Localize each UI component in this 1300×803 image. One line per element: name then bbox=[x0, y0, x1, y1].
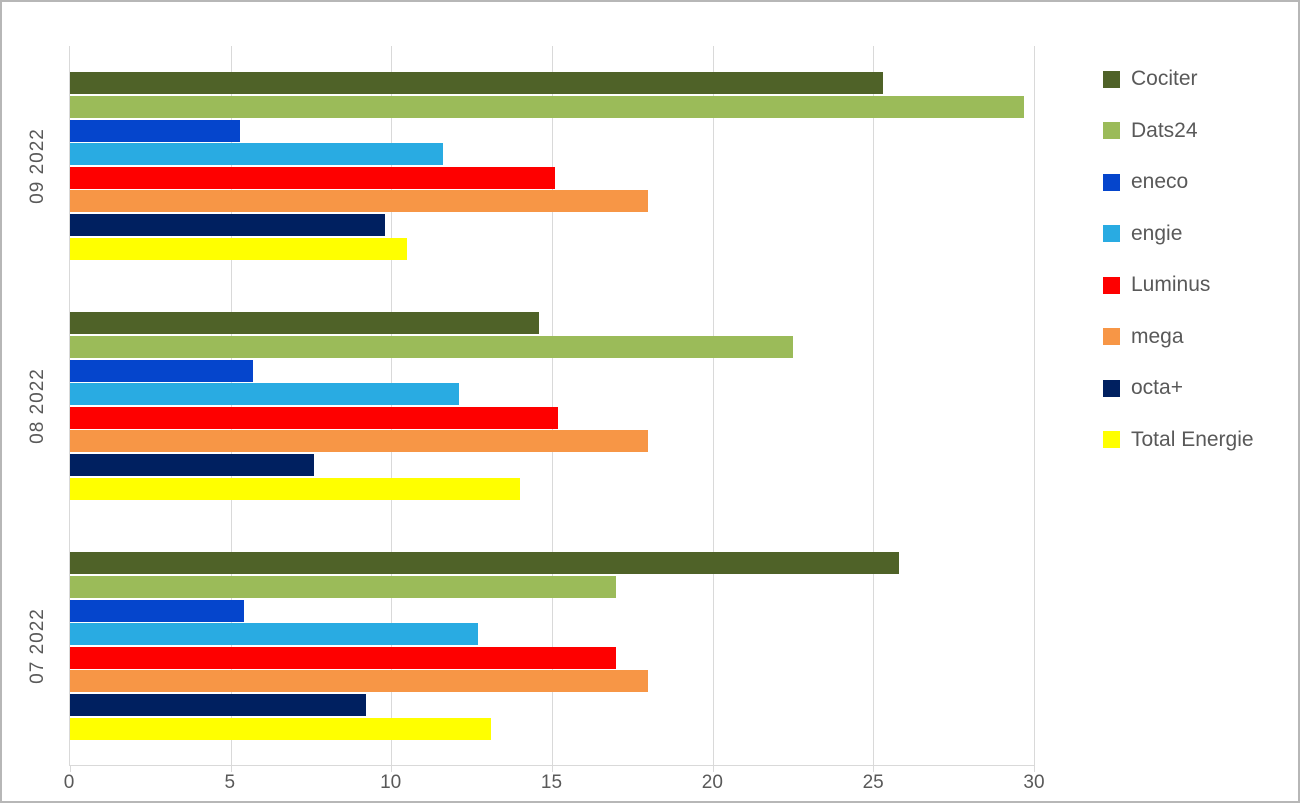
gridline-x-25 bbox=[873, 46, 875, 765]
bar-total-energie bbox=[70, 717, 491, 740]
bar-eneco bbox=[70, 119, 241, 142]
category-label-09-2022: 09 2022 bbox=[27, 128, 48, 204]
legend-label: Cociter bbox=[1131, 67, 1198, 90]
bar-mega bbox=[70, 190, 649, 213]
bar-cociter bbox=[70, 72, 883, 95]
bar-eneco bbox=[70, 359, 254, 382]
legend-label: engie bbox=[1131, 221, 1183, 245]
bar-dats24 bbox=[70, 96, 1025, 119]
legend-item-eneco: eneco bbox=[1103, 170, 1254, 193]
gridline-x-20 bbox=[712, 46, 714, 765]
gridline-x-30 bbox=[1034, 46, 1035, 765]
bar-dats24 bbox=[70, 336, 793, 359]
bar-mega bbox=[70, 430, 649, 453]
legend-item-engie: engie bbox=[1103, 221, 1254, 245]
legend-swatch-icon bbox=[1103, 328, 1120, 345]
bar-luminus bbox=[70, 646, 617, 669]
category-label-07-2022: 07 2022 bbox=[27, 608, 48, 684]
x-tick-mark-15 bbox=[552, 765, 553, 772]
legend-swatch-icon bbox=[1103, 379, 1120, 397]
x-tick-label-5: 5 bbox=[224, 772, 236, 793]
bar-engie bbox=[70, 623, 479, 646]
legend-label: octa+ bbox=[1131, 376, 1183, 399]
legend-swatch-icon bbox=[1103, 431, 1120, 448]
x-tick-mark-5 bbox=[230, 765, 232, 772]
bar-dats24 bbox=[70, 576, 617, 599]
legend-item-mega: mega bbox=[1103, 324, 1254, 348]
x-tick-label-20: 20 bbox=[701, 772, 723, 793]
legend-label: Luminus bbox=[1131, 273, 1211, 296]
bar-mega bbox=[70, 670, 649, 693]
bar-eneco bbox=[70, 599, 244, 622]
legend-item-luminus: Luminus bbox=[1103, 273, 1254, 296]
legend: Cociter Dats24 eneco engie Luminus mega octa+ T… bbox=[1103, 67, 1254, 480]
category-label-08-2022: 08 2022 bbox=[27, 368, 48, 444]
legend-item-cociter: Cociter bbox=[1103, 67, 1254, 90]
gridline-x-5 bbox=[230, 46, 232, 765]
gridline-x-15 bbox=[552, 46, 553, 765]
bar-engie bbox=[70, 383, 459, 406]
bar-group-08-2022 bbox=[70, 286, 1034, 526]
bar-octa- bbox=[70, 693, 366, 716]
bar-luminus bbox=[70, 406, 559, 429]
bar-engie bbox=[70, 143, 443, 166]
legend-swatch-icon bbox=[1103, 276, 1120, 294]
legend-swatch-icon bbox=[1103, 173, 1120, 191]
legend-label: Dats24 bbox=[1131, 118, 1198, 142]
bar-luminus bbox=[70, 166, 556, 189]
legend-label: mega bbox=[1131, 324, 1184, 348]
bar-octa- bbox=[70, 213, 385, 236]
x-tick-label-15: 15 bbox=[540, 772, 563, 793]
legend-swatch-icon bbox=[1103, 122, 1120, 139]
x-tick-mark-20 bbox=[712, 765, 714, 772]
legend-label: Total Energie bbox=[1131, 427, 1254, 451]
bar-cociter bbox=[70, 552, 900, 575]
x-tick-mark-30 bbox=[1034, 765, 1035, 772]
bar-group-07-2022 bbox=[70, 526, 1034, 766]
gridline-x-10 bbox=[391, 46, 393, 765]
bar-octa- bbox=[70, 453, 315, 476]
bar-total-energie bbox=[70, 477, 520, 500]
legend-label: eneco bbox=[1131, 170, 1189, 193]
bar-cociter bbox=[70, 312, 540, 335]
legend-item-dats24: Dats24 bbox=[1103, 118, 1254, 142]
x-tick-label-30: 30 bbox=[1023, 772, 1045, 793]
legend-swatch-icon bbox=[1103, 70, 1120, 88]
legend-item-octa-: octa+ bbox=[1103, 376, 1254, 399]
x-tick-mark-25 bbox=[873, 765, 875, 772]
x-tick-mark-10 bbox=[391, 765, 393, 772]
legend-item-total-energie: Total Energie bbox=[1103, 427, 1254, 451]
x-tick-label-0: 0 bbox=[63, 772, 75, 793]
x-tick-label-25: 25 bbox=[862, 772, 884, 793]
x-tick-mark-0 bbox=[70, 765, 71, 772]
bar-group-09-2022 bbox=[70, 46, 1034, 286]
x-tick-label-10: 10 bbox=[380, 772, 402, 793]
bar-total-energie bbox=[70, 237, 408, 260]
legend-swatch-icon bbox=[1103, 225, 1120, 242]
plot-area bbox=[69, 46, 1035, 772]
